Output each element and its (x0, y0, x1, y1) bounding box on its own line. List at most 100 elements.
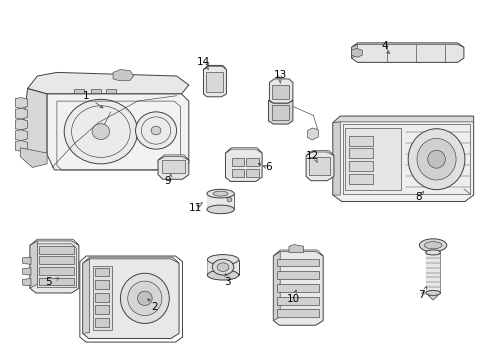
Ellipse shape (213, 191, 228, 196)
Bar (95, 305, 109, 314)
Polygon shape (15, 130, 27, 140)
Bar (95, 267, 109, 276)
Ellipse shape (64, 99, 138, 164)
Polygon shape (20, 148, 47, 167)
Bar (277, 297, 319, 305)
Bar (277, 284, 319, 292)
Ellipse shape (207, 270, 239, 280)
Text: 7: 7 (418, 291, 425, 301)
Polygon shape (333, 122, 340, 195)
Polygon shape (333, 116, 474, 123)
Polygon shape (345, 128, 401, 190)
Bar (39, 246, 74, 254)
Bar (246, 158, 259, 166)
Ellipse shape (424, 242, 442, 249)
Ellipse shape (419, 239, 447, 252)
Polygon shape (30, 240, 79, 293)
Ellipse shape (121, 273, 169, 323)
Ellipse shape (207, 189, 234, 198)
Bar (162, 160, 185, 173)
Polygon shape (91, 89, 101, 93)
Bar (277, 310, 319, 318)
Text: 5: 5 (45, 277, 52, 287)
Polygon shape (351, 43, 464, 62)
Polygon shape (351, 43, 464, 47)
Ellipse shape (212, 259, 234, 275)
Ellipse shape (417, 138, 456, 180)
Ellipse shape (138, 291, 152, 306)
Ellipse shape (92, 124, 110, 139)
Polygon shape (273, 251, 323, 325)
Bar (39, 256, 74, 264)
Bar (39, 278, 74, 285)
Polygon shape (47, 94, 189, 170)
Polygon shape (93, 266, 112, 330)
Bar (232, 158, 244, 166)
Polygon shape (83, 259, 90, 333)
Bar (348, 161, 373, 171)
Polygon shape (37, 244, 76, 288)
Text: 4: 4 (381, 41, 388, 50)
Polygon shape (306, 150, 334, 156)
Ellipse shape (227, 198, 232, 202)
Polygon shape (106, 89, 116, 93)
Polygon shape (333, 116, 474, 202)
Polygon shape (83, 257, 179, 263)
Polygon shape (273, 250, 323, 256)
Bar (95, 293, 109, 302)
Text: 13: 13 (273, 70, 287, 80)
Bar (272, 105, 290, 120)
Text: 9: 9 (165, 176, 171, 186)
Bar (348, 148, 373, 158)
Ellipse shape (128, 281, 162, 316)
Polygon shape (269, 100, 293, 124)
Text: 1: 1 (83, 91, 90, 101)
Polygon shape (225, 148, 262, 153)
Polygon shape (15, 108, 27, 119)
Polygon shape (273, 252, 280, 320)
Ellipse shape (207, 205, 234, 214)
Polygon shape (30, 239, 79, 245)
Text: 11: 11 (189, 203, 202, 213)
Text: 3: 3 (224, 277, 231, 287)
Bar (277, 271, 319, 279)
Polygon shape (113, 69, 134, 80)
Bar (39, 267, 74, 275)
Polygon shape (426, 252, 441, 293)
Polygon shape (207, 194, 234, 210)
Polygon shape (20, 89, 47, 155)
Text: 8: 8 (415, 192, 422, 202)
Polygon shape (351, 44, 357, 58)
Bar (232, 169, 244, 177)
Polygon shape (289, 244, 304, 252)
Ellipse shape (428, 150, 445, 168)
Polygon shape (343, 125, 470, 194)
Polygon shape (308, 128, 319, 140)
Polygon shape (30, 241, 37, 288)
Ellipse shape (217, 263, 229, 271)
Ellipse shape (151, 126, 161, 135)
Polygon shape (158, 155, 189, 160)
Ellipse shape (426, 250, 441, 255)
Polygon shape (270, 79, 293, 103)
Polygon shape (158, 156, 189, 179)
Bar (348, 174, 373, 184)
Polygon shape (23, 279, 31, 286)
Polygon shape (83, 258, 179, 338)
Polygon shape (23, 268, 31, 275)
Polygon shape (203, 65, 226, 69)
Text: 12: 12 (306, 150, 319, 161)
Bar (95, 318, 109, 327)
Ellipse shape (426, 291, 441, 296)
Ellipse shape (408, 129, 465, 190)
Polygon shape (203, 66, 226, 97)
Polygon shape (306, 151, 334, 181)
Bar (95, 280, 109, 289)
Text: 2: 2 (151, 302, 158, 312)
Polygon shape (15, 119, 27, 130)
Bar (310, 157, 330, 175)
Bar (246, 169, 259, 177)
Polygon shape (27, 72, 189, 94)
Ellipse shape (136, 112, 176, 149)
Polygon shape (225, 148, 262, 181)
